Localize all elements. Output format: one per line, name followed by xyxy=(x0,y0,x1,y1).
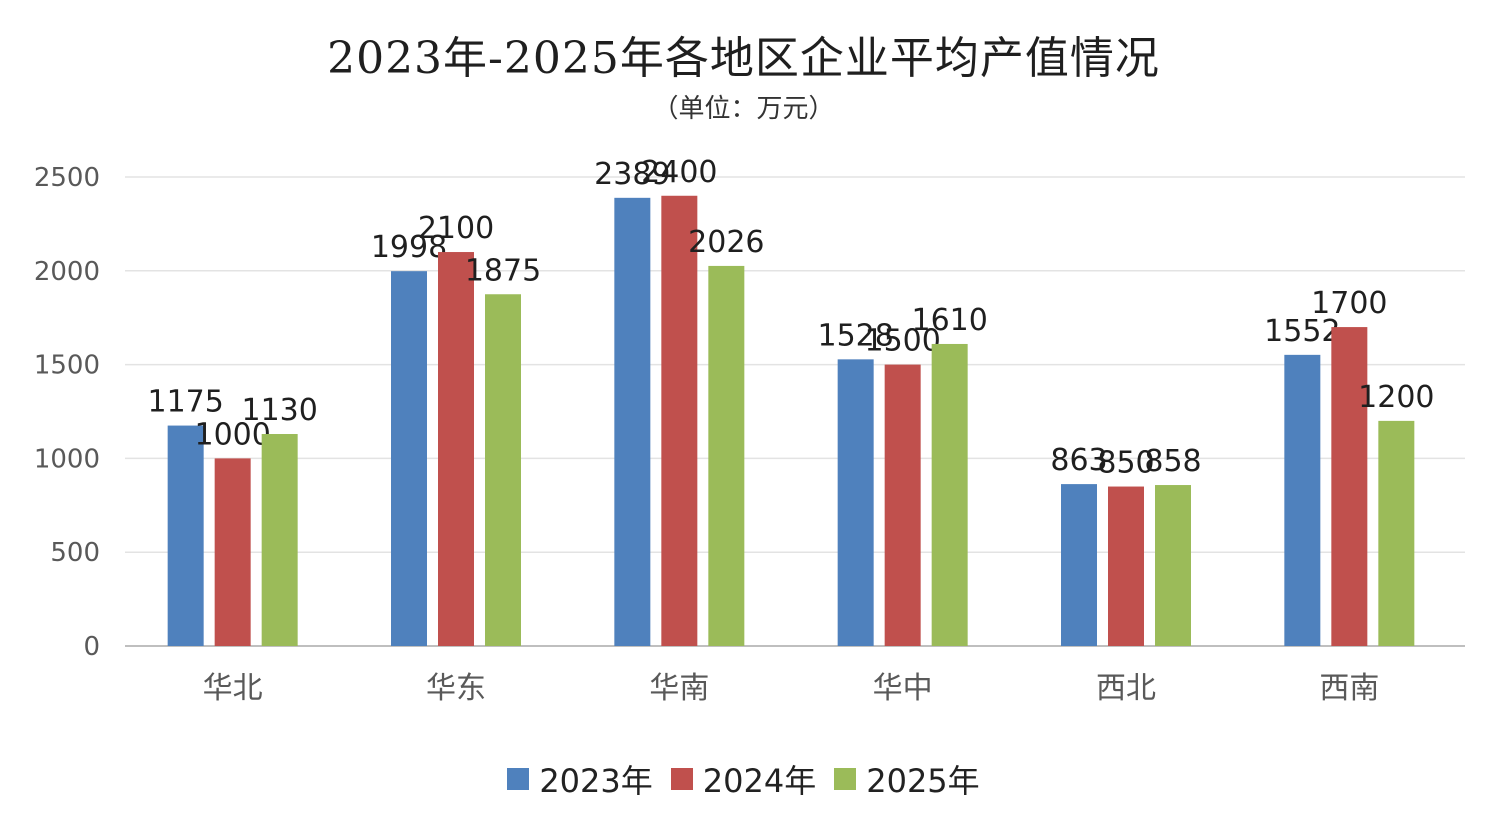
data-label: 1130 xyxy=(241,393,317,428)
data-label: 1200 xyxy=(1358,380,1434,415)
data-label: 1552 xyxy=(1264,314,1340,349)
data-label: 1610 xyxy=(911,303,987,338)
legend-label: 2025年 xyxy=(866,762,980,800)
data-label: 850 xyxy=(1097,446,1154,481)
x-tick-label: 华东 xyxy=(426,671,486,706)
bar xyxy=(1108,486,1144,646)
legend-swatch xyxy=(834,768,857,790)
chart-title: 2023年-2025年各地区企业平均产值情况 xyxy=(327,33,1160,84)
bar xyxy=(261,434,298,646)
x-tick-label: 西南 xyxy=(1319,671,1379,706)
y-tick-label: 1500 xyxy=(34,351,100,381)
y-tick-label: 2500 xyxy=(34,163,100,193)
data-label: 2100 xyxy=(418,211,494,246)
bar xyxy=(167,425,204,646)
y-tick-label: 500 xyxy=(50,538,100,568)
chart-subtitle: （单位：万元） xyxy=(652,94,835,124)
x-tick-label: 华北 xyxy=(203,671,263,706)
data-label: 1700 xyxy=(1311,286,1387,321)
bar xyxy=(391,271,427,646)
data-label: 1500 xyxy=(864,324,940,359)
bar xyxy=(1284,354,1321,646)
bar xyxy=(485,294,521,646)
chart-legend: 2023年 2024年 2025年 xyxy=(0,756,1487,802)
data-label: 1000 xyxy=(194,417,270,452)
bar xyxy=(661,195,698,646)
data-label: 1175 xyxy=(147,385,223,420)
data-label: 1875 xyxy=(465,253,541,288)
bar xyxy=(214,458,251,646)
y-tick-label: 1000 xyxy=(34,444,100,474)
legend-swatch xyxy=(670,768,693,790)
legend-item: 2025年 xyxy=(834,756,980,802)
bar xyxy=(708,265,745,646)
bar xyxy=(1331,327,1368,646)
x-tick-label: 华中 xyxy=(873,671,933,706)
bar xyxy=(884,364,921,646)
legend-item: 2024年 xyxy=(670,756,817,802)
bar xyxy=(837,359,874,646)
data-label: 2026 xyxy=(688,225,764,260)
data-label: 858 xyxy=(1144,444,1201,479)
legend-label: 2023年 xyxy=(539,762,653,800)
bar xyxy=(1155,485,1191,646)
data-label: 2389 xyxy=(594,157,670,192)
y-tick-label: 0 xyxy=(83,632,100,662)
bar xyxy=(931,343,968,646)
data-label: 1528 xyxy=(817,318,893,353)
legend-swatch xyxy=(507,768,530,790)
bar xyxy=(438,252,474,647)
bar xyxy=(1061,484,1097,646)
data-label: 863 xyxy=(1050,443,1107,478)
x-tick-label: 华南 xyxy=(649,671,709,706)
bar xyxy=(1378,420,1415,646)
legend-item: 2023年 xyxy=(507,756,653,802)
x-tick-label: 西北 xyxy=(1096,671,1156,706)
data-label: 1998 xyxy=(371,230,447,265)
data-label: 2400 xyxy=(641,155,717,190)
bar xyxy=(614,197,651,646)
y-tick-label: 2000 xyxy=(34,257,100,287)
legend-label: 2024年 xyxy=(702,762,817,800)
